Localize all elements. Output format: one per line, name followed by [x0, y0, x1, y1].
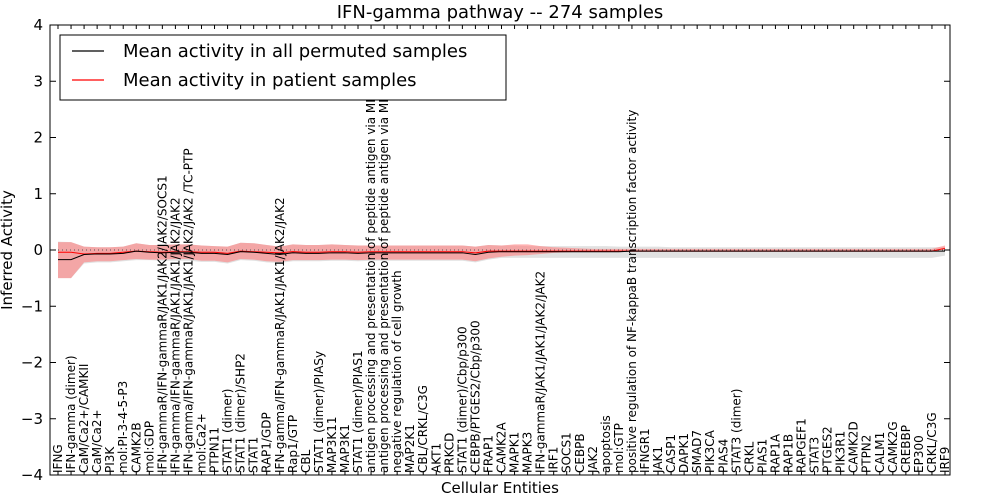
x-category-label: antigen processing and presentation of p… [364, 44, 378, 473]
y-tick-label: 2 [33, 129, 43, 147]
x-category-label: CRKL [742, 441, 756, 473]
x-category-label: STAT3 [808, 437, 822, 473]
x-category-label: CRKL/C3G [925, 412, 939, 473]
x-category-label: IFN-gammaR/IFN-gammaR/JAK1/JAK2/JAK2/SOC… [155, 175, 169, 473]
x-category-label: mol:Ca2+ [194, 413, 208, 473]
y-axis-ticks: −4 −3 −2 −1 0 1 2 3 4 [21, 16, 950, 484]
x-category-label: SMAD7 [690, 430, 704, 473]
y-tick-label: −3 [21, 410, 43, 428]
x-category-label: CASP1 [664, 434, 678, 473]
x-category-label: STAT1 (dimer)/PIAS1 [351, 350, 365, 473]
x-category-label: apoptosis [599, 415, 613, 473]
x-category-label: CAMK2A [495, 422, 509, 473]
series-lines [50, 247, 950, 261]
x-category-label: PTPN2 [860, 435, 874, 473]
x-category-label: IFN-gamma/IFN-gammaR/JAK1/JAK1/JAK2/JAK2 [273, 197, 287, 473]
x-category-label: IFNGR1 [638, 428, 652, 473]
x-category-label: positive regulation of NF-kappaB transcr… [625, 110, 639, 473]
x-category-label: STAT3 (dimer) [729, 389, 743, 473]
x-category-label: MAPK3 [521, 432, 535, 473]
x-category-label: IFN-gamma/IFN-gammaR/JAK1/JAK1/JAK2/JAK2… [181, 148, 195, 473]
x-category-label: MAP3K1 [338, 424, 352, 473]
y-tick-label: 3 [33, 72, 43, 90]
y-tick-label: −1 [21, 297, 43, 315]
y-tick-label: 4 [33, 16, 43, 34]
y-tick-label: 0 [33, 241, 43, 259]
x-category-label: CEBPB [573, 433, 587, 473]
x-category-label: IFN-gamma (dimer) [64, 355, 78, 473]
x-category-label: PRKCD [442, 433, 456, 473]
x-category-label: JAK2 [586, 446, 600, 474]
x-category-label: PIK3R1 [834, 431, 848, 473]
plot-frame [49, 24, 951, 476]
x-category-label: PIAS4 [716, 439, 730, 473]
x-category-label: CEBPB/PTGES2/Cbp/p300 [468, 320, 482, 473]
x-category-label: EP300 [912, 435, 926, 473]
x-category-label: mol:PI-3-4-5-P3 [116, 381, 130, 473]
x-category-label: CAMK2B [129, 422, 143, 473]
x-category-label: RAP1A [768, 433, 782, 473]
x-category-label: CALM1 [873, 432, 887, 473]
x-category-label: PTGES2 [821, 426, 835, 473]
legend-box [59, 34, 507, 101]
legend-entry: Mean activity in patient samples [123, 70, 417, 91]
x-category-label: negative regulation of cell growth [390, 270, 404, 473]
x-category-label: CBL [299, 449, 313, 473]
x-category-label: RAP1/GDP [260, 412, 274, 473]
x-category-label: CaM/Ca2+ [90, 409, 104, 473]
y-tick-label: −2 [21, 354, 43, 372]
legend-entry: Mean activity in all permuted samples [123, 41, 467, 62]
x-category-labels: IFNG IFN-gamma (dimer) CaM/Ca2+/CAMKII CaM/… [51, 25, 952, 475]
x-category-label: IFN-gammaR/JAK1/JAK1/JAK2/JAK2 [534, 271, 548, 473]
x-category-label: mol:GTP [612, 423, 626, 473]
chart-legend: Mean activity in all permuted samples Mea… [59, 34, 507, 101]
x-category-label: STAT1 (dimer) [221, 389, 235, 473]
x-category-label: RAP1B [781, 434, 795, 473]
x-category-label: PIK3CA [703, 429, 717, 473]
x-axis-label: Cellular Entities [441, 479, 559, 497]
x-category-label: SOCS1 [560, 432, 574, 473]
chart-title: IFN-gamma pathway -- 274 samples [337, 2, 664, 23]
x-category-label: antigen processing and presentation of p… [377, 41, 391, 473]
series-line-0 [58, 250, 945, 261]
x-category-label: PI3K [103, 446, 117, 473]
x-category-label: DAPK1 [677, 433, 691, 473]
x-category-label: PTPN11 [208, 427, 222, 473]
x-category-label: CREBBP [899, 425, 913, 473]
x-category-label: IFN-gamma/IFN-gammaR/JAK1/JAK1/JAK2/JAK2 [168, 197, 182, 473]
x-category-label: CAMK2G [886, 421, 900, 473]
x-category-label: mol:GDP [142, 421, 156, 473]
x-category-label: STAT1 (dimer)/SHP2 [234, 353, 248, 473]
x-category-label: MAP3K11 [325, 416, 339, 473]
x-category-label: MAP2K1 [403, 424, 417, 473]
x-category-label: MAPK1 [508, 432, 522, 473]
x-category-label: IRF1 [547, 447, 561, 473]
x-category-label: CBL/CRKL/C3G [416, 385, 430, 473]
x-category-label: IFNG [51, 444, 65, 473]
y-tick-label: 1 [33, 185, 43, 203]
x-category-label: CAMK2D [847, 421, 861, 473]
x-category-label: FRAP1 [481, 435, 495, 473]
y-tick-label: −4 [21, 466, 43, 484]
x-category-label: PIAS1 [755, 439, 769, 473]
x-category-label: AKT1 [429, 443, 443, 473]
y-axis-label: Inferred Activity [0, 190, 16, 310]
x-category-label: STAT1 (dimer)/Cbp/p300 [455, 326, 469, 473]
x-category-label: CaM/Ca2+/CAMKII [77, 364, 91, 473]
x-category-label: IRF9 [938, 447, 952, 473]
x-category-label: JAK1 [651, 446, 665, 474]
x-category-label: STAT1 [247, 437, 261, 473]
x-category-label: STAT1 (dimer)/PIASy [312, 351, 326, 473]
x-category-label: RAPGEF1 [795, 418, 809, 473]
x-category-label: Rap1/GTP [286, 415, 300, 473]
